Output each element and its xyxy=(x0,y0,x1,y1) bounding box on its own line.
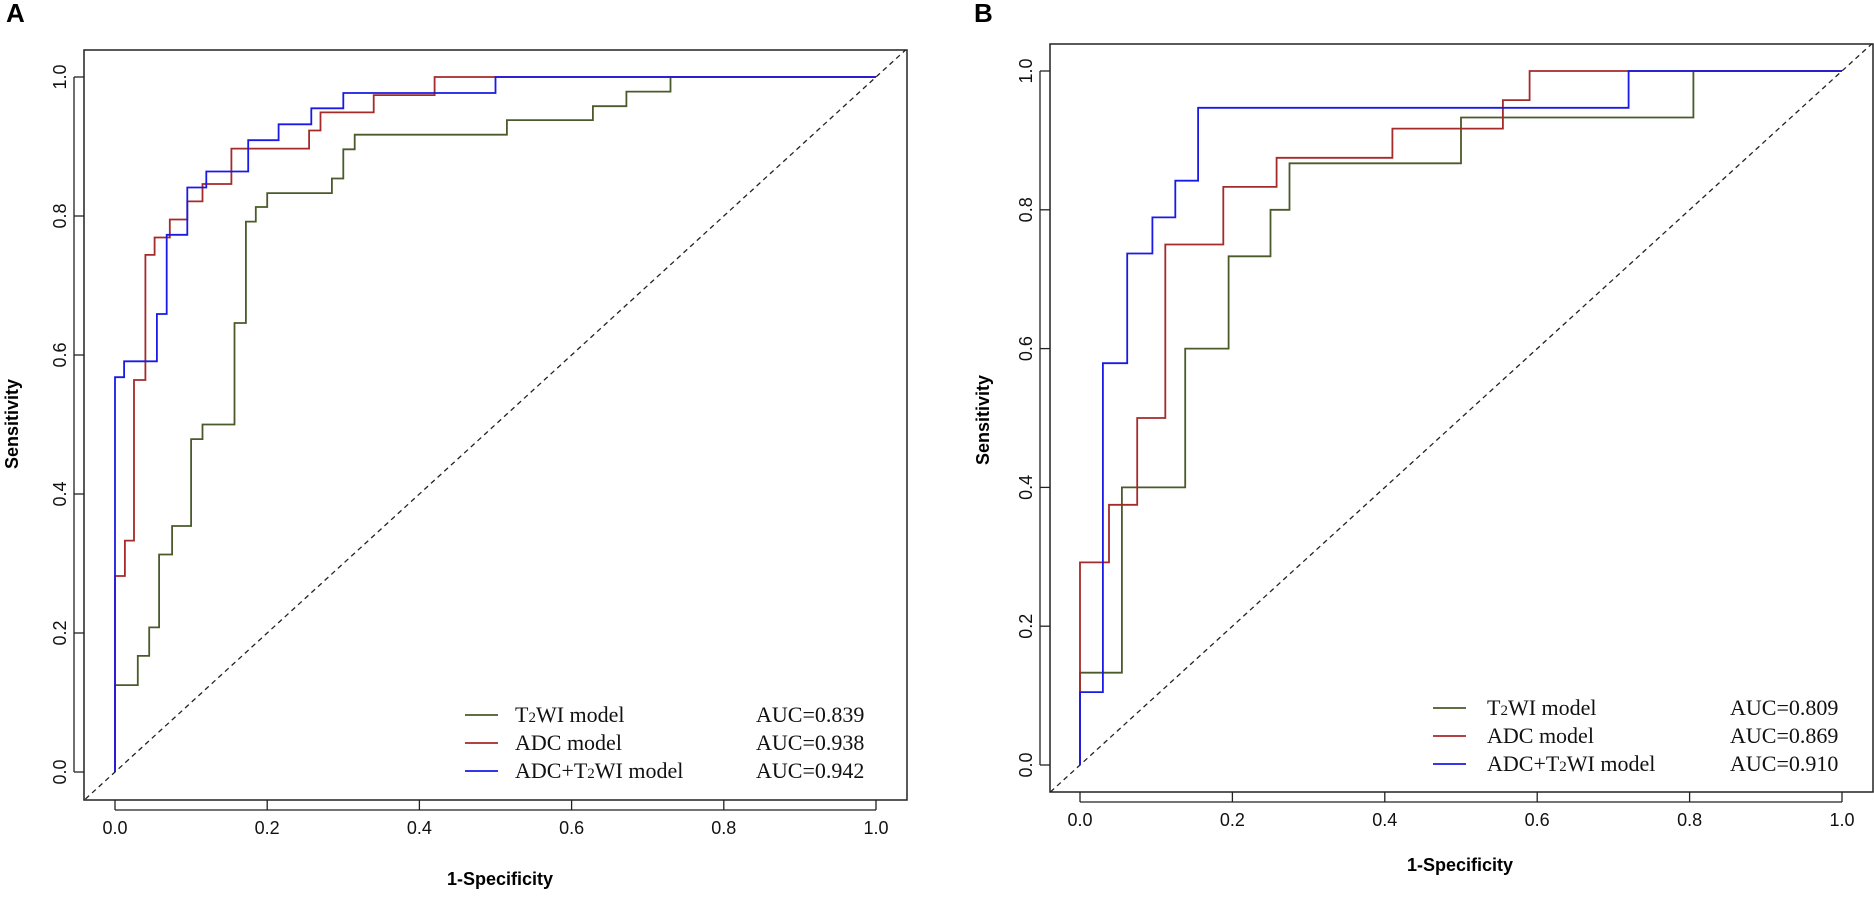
reference-diagonal-b xyxy=(1050,44,1873,792)
y-tick-label-a-3: 0.6 xyxy=(50,342,70,367)
legend-auc-b-1: AUC=0.869 xyxy=(1730,723,1838,748)
x-tick-label-a-4: 0.8 xyxy=(711,818,736,838)
x-tick-label-a-2: 0.4 xyxy=(407,818,432,838)
panel-label-a: A xyxy=(6,0,25,28)
roc-curve-a-0 xyxy=(114,76,876,772)
legend-auc-a-0: AUC=0.839 xyxy=(756,702,864,727)
x-tick-label-a-0: 0.0 xyxy=(102,818,127,838)
y-tick-label-b-5: 1.0 xyxy=(1016,58,1036,83)
x-tick-label-b-2: 0.4 xyxy=(1372,810,1397,830)
legend-auc-b-2: AUC=0.910 xyxy=(1730,751,1838,776)
y-tick-label-a-0: 0.0 xyxy=(50,759,70,784)
x-axis-title-b: 1-Specificity xyxy=(1407,855,1513,875)
panel-b: B 1-Specificity Sensitivity 0.0 0.2 0.4 0.6… xyxy=(973,0,1874,875)
x-tick-label-b-4: 0.8 xyxy=(1677,810,1702,830)
y-tick-label-b-4: 0.8 xyxy=(1016,197,1036,222)
x-tick-label-b-5: 1.0 xyxy=(1829,810,1854,830)
legend-auc-a-1: AUC=0.938 xyxy=(756,730,864,755)
legend-label-b-0: T2WI model xyxy=(1487,695,1597,720)
y-axis-title-b: Sensitivity xyxy=(973,375,993,465)
x-tick-label-b-0: 0.0 xyxy=(1067,810,1092,830)
plot-frame-b xyxy=(1049,43,1874,793)
legend-label-a-2: ADC+T2WI model xyxy=(515,758,683,783)
x-axis-title-a: 1-Specificity xyxy=(447,869,553,889)
x-tick-label-a-3: 0.6 xyxy=(559,818,584,838)
roc-curve-a-2 xyxy=(114,76,876,772)
legend-label-b-1: ADC model xyxy=(1487,723,1594,748)
y-axis-title-a: Sensitivity xyxy=(2,379,22,469)
y-tick-label-b-0: 0.0 xyxy=(1016,752,1036,777)
panel-a: A 1-Specificity Sensitivity 0.0 0.2 0.4 0.6… xyxy=(2,0,908,889)
roc-curve-b-0 xyxy=(1079,70,1842,765)
y-tick-label-b-2: 0.4 xyxy=(1016,475,1036,500)
roc-curve-b-2 xyxy=(1079,70,1842,765)
legend-auc-a-2: AUC=0.942 xyxy=(756,758,864,783)
legend-label-a-1: ADC model xyxy=(515,730,622,755)
x-tick-label-a-5: 1.0 xyxy=(863,818,888,838)
plot-frame-a xyxy=(83,49,908,801)
reference-diagonal-a xyxy=(84,50,907,800)
y-tick-label-a-1: 0.2 xyxy=(50,620,70,645)
roc-curve-b-1 xyxy=(1079,70,1842,765)
y-tick-label-a-5: 1.0 xyxy=(50,64,70,89)
y-tick-label-b-3: 0.6 xyxy=(1016,336,1036,361)
y-tick-label-a-2: 0.4 xyxy=(50,481,70,506)
legend-label-b-2: ADC+T2WI model xyxy=(1487,751,1655,776)
y-tick-label-b-1: 0.2 xyxy=(1016,614,1036,639)
x-tick-label-b-3: 0.6 xyxy=(1525,810,1550,830)
legend-auc-b-0: AUC=0.809 xyxy=(1730,695,1838,720)
legend-label-a-0: T2WI model xyxy=(515,702,625,727)
y-tick-label-a-4: 0.8 xyxy=(50,203,70,228)
panel-label-b: B xyxy=(974,0,993,28)
x-tick-label-a-1: 0.2 xyxy=(255,818,280,838)
x-tick-label-b-1: 0.2 xyxy=(1220,810,1245,830)
